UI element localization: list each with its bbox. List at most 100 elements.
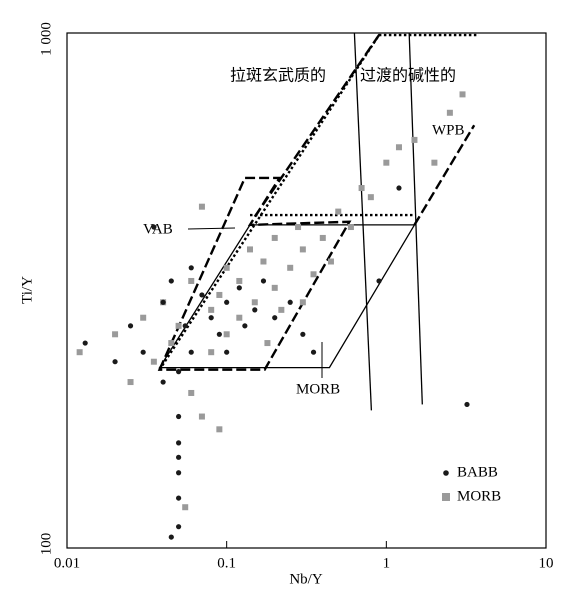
point xyxy=(168,278,174,284)
point xyxy=(376,278,382,284)
x-axis-label: Nb/Y xyxy=(289,571,323,587)
point xyxy=(208,306,215,313)
annotation-pointer xyxy=(187,227,236,230)
point xyxy=(223,331,230,338)
plot-frame xyxy=(66,32,547,549)
point xyxy=(287,299,293,305)
point xyxy=(347,224,354,231)
field-boundary xyxy=(408,32,423,405)
point xyxy=(188,265,194,271)
point xyxy=(236,314,243,321)
point xyxy=(335,208,342,215)
point xyxy=(396,185,402,191)
point xyxy=(182,504,189,511)
x-tick-label: 1 xyxy=(383,555,391,571)
annotation: 拉斑玄武质的 xyxy=(230,66,326,85)
y-axis-label: Ti/Y xyxy=(19,276,35,304)
legend-marker xyxy=(442,493,450,501)
point xyxy=(287,264,294,271)
point xyxy=(176,454,182,460)
point xyxy=(188,389,195,396)
point xyxy=(431,159,438,166)
point xyxy=(198,413,205,420)
point xyxy=(459,91,466,98)
point xyxy=(160,379,166,385)
annotation: VAB xyxy=(143,221,173,237)
point xyxy=(127,379,134,386)
point xyxy=(112,359,118,365)
point xyxy=(395,144,402,151)
point xyxy=(199,292,205,298)
point xyxy=(264,340,271,347)
point xyxy=(310,271,317,278)
point xyxy=(188,277,195,284)
point xyxy=(176,440,182,446)
legend-marker xyxy=(443,470,449,476)
point xyxy=(411,136,418,143)
point xyxy=(176,413,182,420)
x-tick-label: 0.1 xyxy=(217,555,236,571)
point xyxy=(216,291,223,298)
point xyxy=(271,234,278,241)
point xyxy=(358,185,365,192)
point xyxy=(271,284,278,291)
field-boundary xyxy=(157,176,352,371)
point xyxy=(242,323,248,329)
point xyxy=(112,331,119,338)
point xyxy=(224,349,230,355)
point xyxy=(224,299,230,305)
point xyxy=(246,246,253,253)
point xyxy=(260,258,267,265)
point xyxy=(252,307,258,313)
point xyxy=(151,224,157,230)
annotation: 过渡的碱性的 xyxy=(360,66,456,85)
point xyxy=(76,349,83,356)
point xyxy=(310,349,317,355)
point xyxy=(319,234,326,241)
field-boundary xyxy=(253,34,381,218)
legend-label: BABB xyxy=(457,464,498,480)
point xyxy=(176,369,182,375)
point xyxy=(176,470,182,476)
y-tick-label: 1 000 xyxy=(38,22,54,56)
point xyxy=(168,340,175,347)
point xyxy=(327,258,334,265)
legend-label: MORB xyxy=(457,488,501,504)
point xyxy=(300,331,306,337)
point xyxy=(299,299,306,306)
x-tick-label: 10 xyxy=(539,555,554,571)
point xyxy=(251,299,258,306)
point xyxy=(208,349,215,356)
point xyxy=(176,495,182,501)
point xyxy=(140,314,147,321)
point xyxy=(127,323,134,329)
point xyxy=(278,306,285,313)
point xyxy=(295,224,302,231)
point xyxy=(140,349,146,355)
point xyxy=(216,426,223,433)
point xyxy=(223,264,230,271)
point xyxy=(236,285,242,291)
x-tick-label: 0.01 xyxy=(54,555,80,571)
point xyxy=(188,349,194,355)
y-tick-label: 100 xyxy=(38,533,54,556)
point xyxy=(182,323,188,329)
point xyxy=(160,299,166,305)
point xyxy=(299,246,306,253)
field-boundary xyxy=(413,124,476,226)
point xyxy=(272,315,278,321)
point xyxy=(383,159,390,166)
field-boundary xyxy=(353,32,373,411)
point xyxy=(198,203,205,210)
point xyxy=(208,315,214,321)
point xyxy=(446,109,453,116)
field-boundary xyxy=(158,33,479,371)
field-boundary xyxy=(158,224,416,369)
point xyxy=(168,534,174,540)
point xyxy=(260,278,267,284)
point xyxy=(464,401,470,408)
point xyxy=(82,340,88,346)
point xyxy=(216,331,222,337)
